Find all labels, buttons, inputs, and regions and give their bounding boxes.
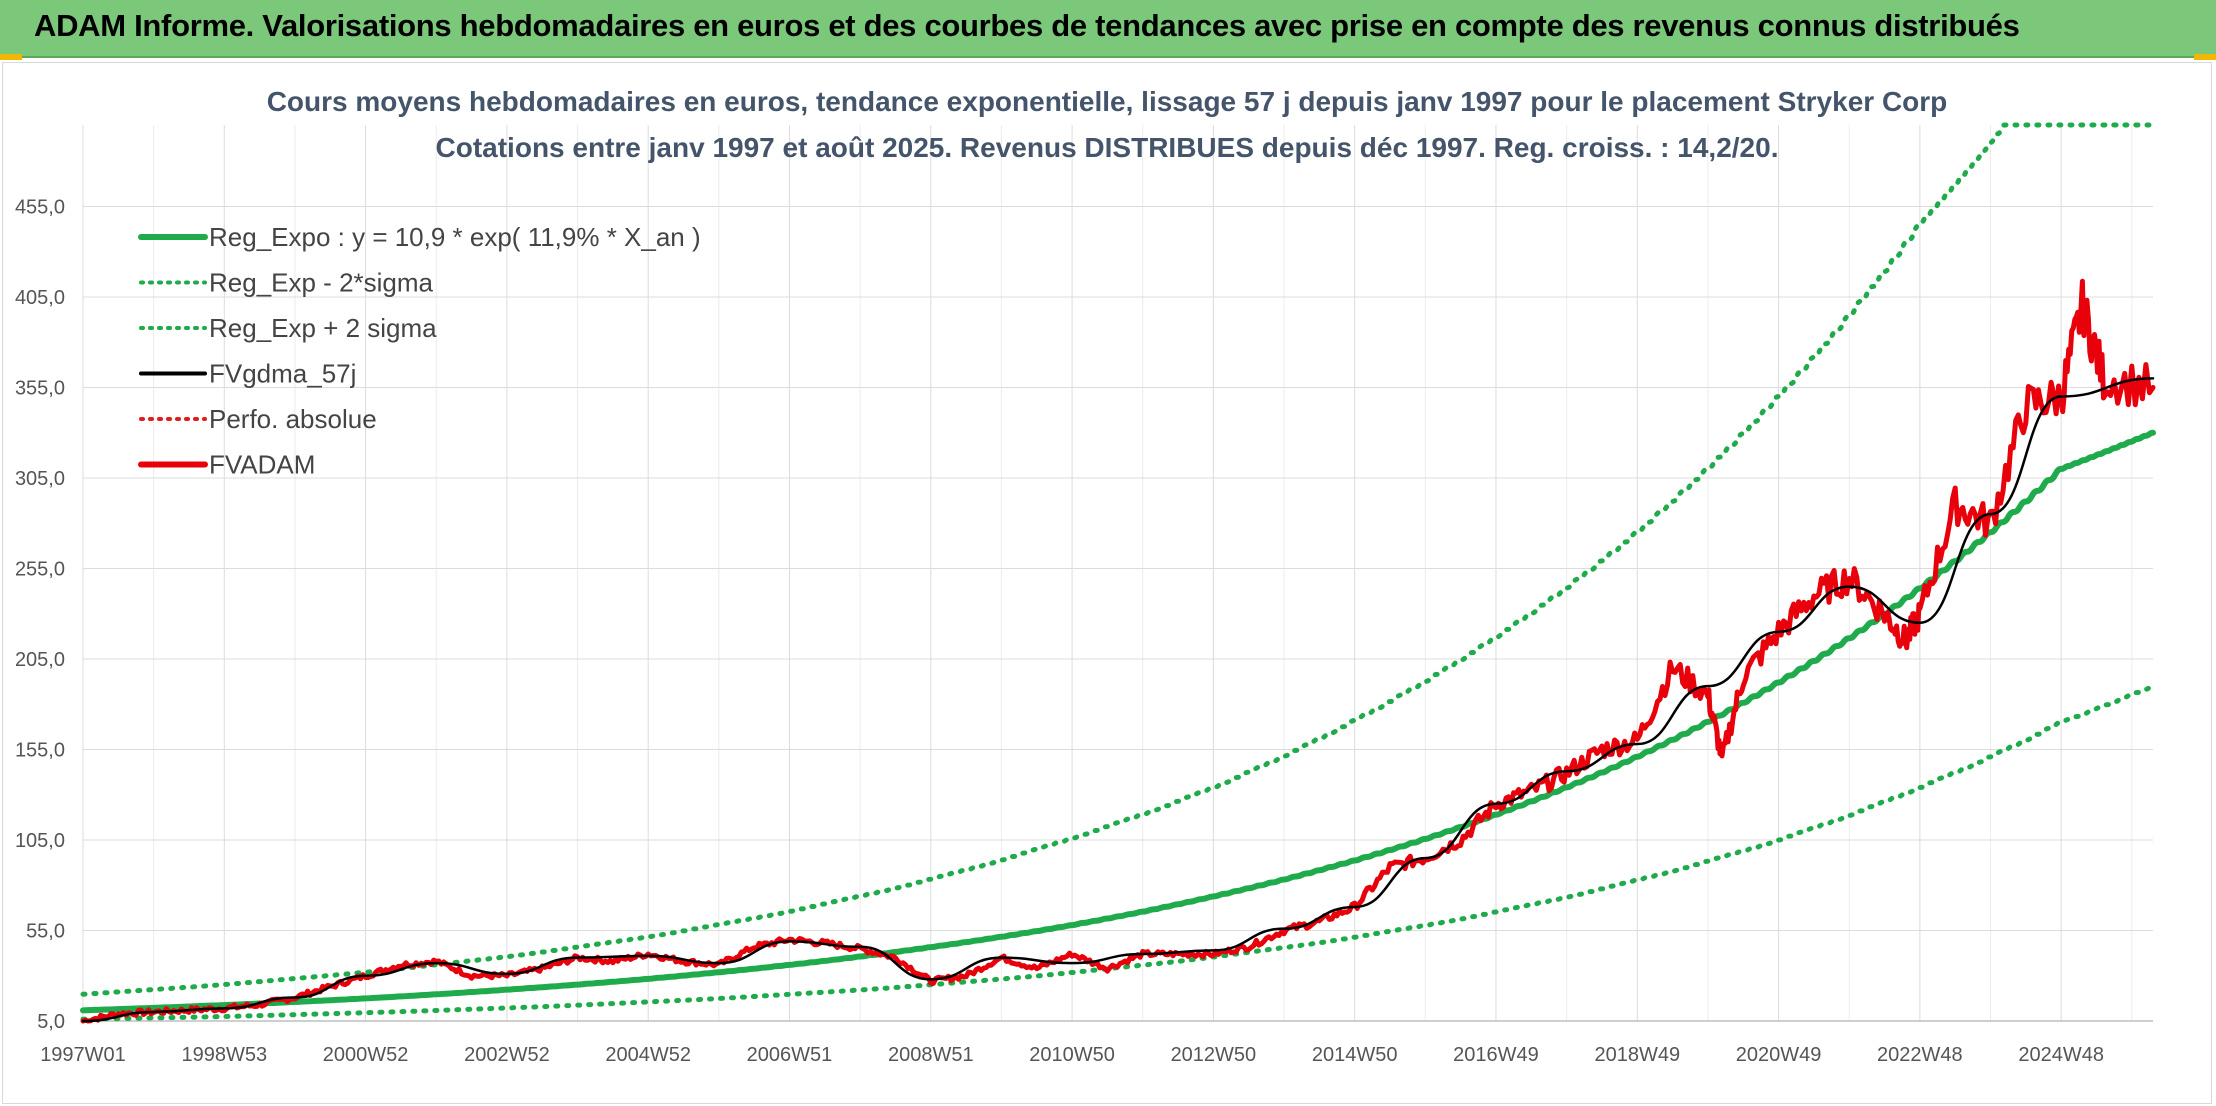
chart-area: Cours moyens hebdomadaires en euros, ten… xyxy=(2,62,2212,1104)
x-tick-label: 2024W48 xyxy=(2018,1044,2104,1066)
trend-chart: Cours moyens hebdomadaires en euros, ten… xyxy=(15,86,2156,1066)
y-tick-label: 405,0 xyxy=(15,287,65,309)
y-tick-label: 255,0 xyxy=(15,558,65,580)
x-tick-label: 2014W50 xyxy=(1312,1044,1398,1066)
chart-title-line2: Cotations entre janv 1997 et août 2025. … xyxy=(436,132,1779,163)
x-tick-label: 2010W50 xyxy=(1029,1044,1115,1066)
x-tick-label: 2000W52 xyxy=(323,1044,409,1066)
chart-grid xyxy=(82,125,2153,1022)
series-line-reg_exp xyxy=(80,122,2156,997)
x-tick-label: 1997W01 xyxy=(40,1044,126,1066)
x-tick-label: 1998W53 xyxy=(181,1044,267,1066)
x-tick-label: 2018W49 xyxy=(1594,1044,1680,1066)
legend-label: FVADAM xyxy=(209,450,315,480)
series-line-fvadam xyxy=(80,278,2156,1024)
y-tick-label: 155,0 xyxy=(15,739,65,761)
corner-marker-left xyxy=(0,54,22,60)
x-tick-label: 2004W52 xyxy=(605,1044,691,1066)
y-tick-label: 205,0 xyxy=(15,649,65,671)
chart-legend: Reg_Expo : y = 10,9 * exp( 11,9% * X_an … xyxy=(138,222,701,480)
x-tick-label: 2020W49 xyxy=(1736,1044,1822,1066)
legend-label: FVgdma_57j xyxy=(209,359,356,389)
y-tick-label: 55,0 xyxy=(26,920,65,942)
x-tick-label: 2002W52 xyxy=(464,1044,550,1066)
y-tick-label: 105,0 xyxy=(15,830,65,852)
series-line-fvgdma_57j xyxy=(81,377,2155,1023)
x-tick-label: 2008W51 xyxy=(888,1044,974,1066)
corner-marker-right xyxy=(2194,54,2216,60)
legend-label: Perfo. absolue xyxy=(209,404,377,434)
y-tick-label: 355,0 xyxy=(15,377,65,399)
legend-label: Reg_Expo : y = 10,9 * exp( 11,9% * X_an … xyxy=(209,222,701,252)
y-tick-label: 5,0 xyxy=(37,1011,65,1033)
legend-label: Reg_Exp + 2 sigma xyxy=(209,313,437,343)
x-tick-label: 2012W50 xyxy=(1171,1044,1257,1066)
series-line-reg_exp xyxy=(80,683,2156,1022)
x-tick-label: 2016W49 xyxy=(1453,1044,1539,1066)
x-tick-label: 2006W51 xyxy=(747,1044,833,1066)
x-axis: 1997W01 1998W53 2000W52 2002W52 2004W52 2006W… xyxy=(40,1044,2104,1066)
header-bar: ADAM Informe. Valorisations hebdomadaire… xyxy=(0,0,2216,58)
legend-label: Reg_Exp - 2*sigma xyxy=(209,268,434,298)
series-group xyxy=(80,122,2156,1024)
series-line-reg_expo xyxy=(80,429,2156,1014)
y-tick-label: 455,0 xyxy=(15,196,65,218)
y-axis: 5,0 55,0 105,0 155,0 205,0 255,0 305,0 355,0 405… xyxy=(15,196,65,1033)
x-tick-label: 2022W48 xyxy=(1877,1044,1963,1066)
y-tick-label: 305,0 xyxy=(15,468,65,490)
page-title: ADAM Informe. Valorisations hebdomadaire… xyxy=(34,8,2020,43)
chart-title-line1: Cours moyens hebdomadaires en euros, ten… xyxy=(267,86,1948,117)
